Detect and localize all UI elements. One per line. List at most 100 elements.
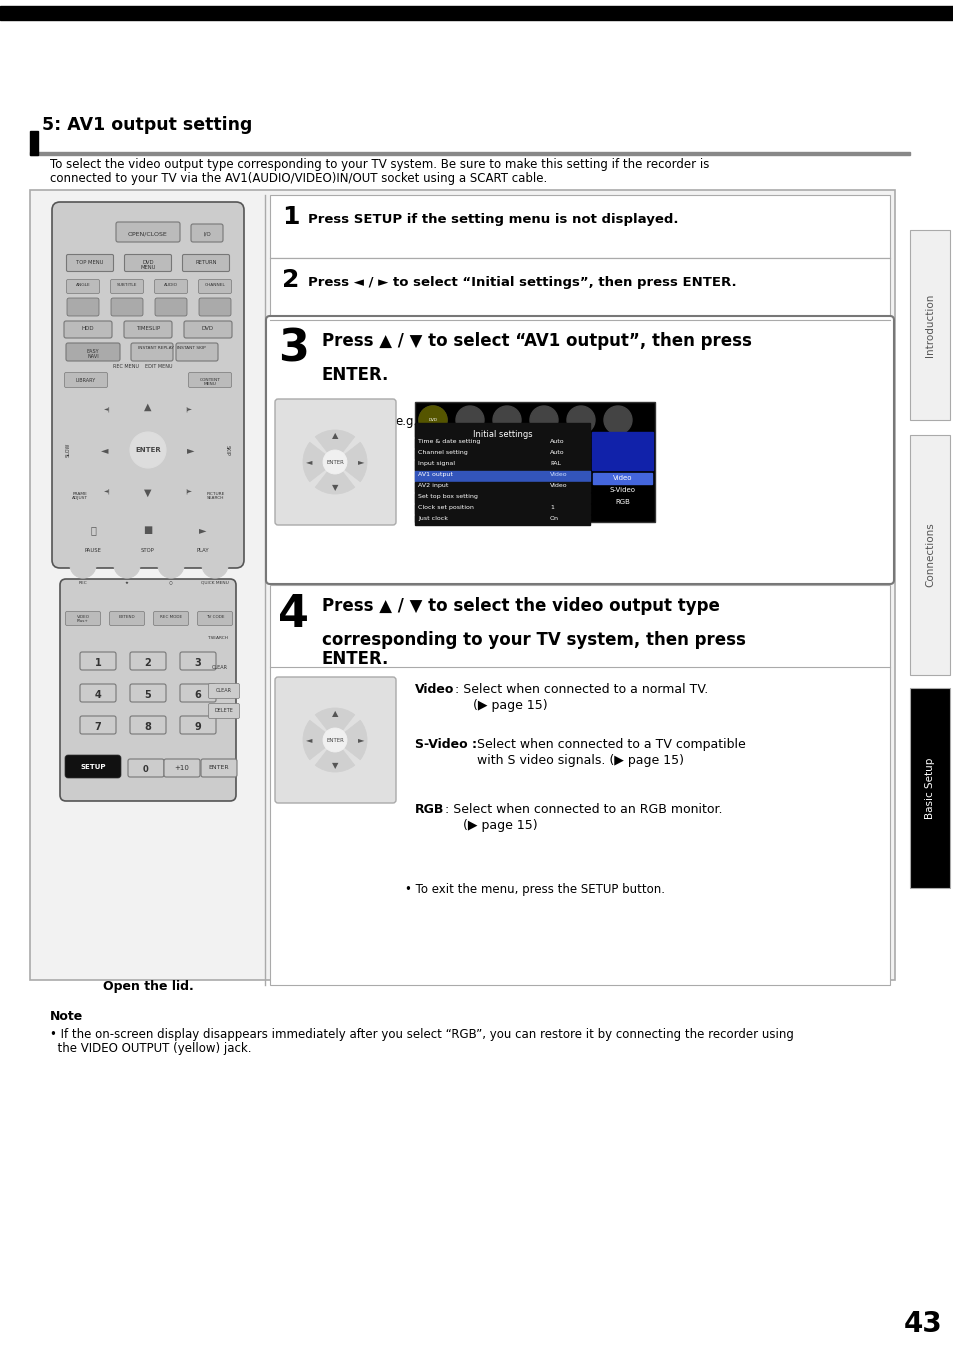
Text: ►: ► bbox=[199, 525, 207, 535]
Text: corresponding to your TV system, then press: corresponding to your TV system, then pr… bbox=[322, 630, 745, 649]
Text: 4: 4 bbox=[277, 593, 309, 636]
Text: ENTER.: ENTER. bbox=[322, 649, 389, 668]
Text: REC MENU    EDIT MENU: REC MENU EDIT MENU bbox=[113, 364, 172, 369]
Text: DVD: DVD bbox=[428, 418, 437, 423]
Bar bbox=[909, 230, 949, 420]
FancyBboxPatch shape bbox=[131, 343, 172, 360]
FancyBboxPatch shape bbox=[65, 755, 121, 778]
Text: 3: 3 bbox=[194, 657, 201, 668]
FancyBboxPatch shape bbox=[80, 716, 116, 734]
Text: ⏸: ⏸ bbox=[90, 525, 96, 535]
Text: Video: Video bbox=[550, 472, 567, 477]
Text: RETURN: RETURN bbox=[195, 261, 216, 265]
Text: Video: Video bbox=[613, 475, 632, 481]
Text: QUICK MENU: QUICK MENU bbox=[201, 580, 229, 585]
Text: ENTER: ENTER bbox=[209, 765, 229, 769]
Bar bbox=[415, 423, 589, 437]
Text: ►: ► bbox=[357, 736, 364, 744]
FancyBboxPatch shape bbox=[67, 255, 113, 271]
Circle shape bbox=[132, 514, 164, 545]
Text: connected to your TV via the AV1(AUDIO/VIDEO)IN/OUT socket using a SCART cable.: connected to your TV via the AV1(AUDIO/V… bbox=[50, 171, 547, 185]
FancyBboxPatch shape bbox=[67, 279, 99, 293]
FancyBboxPatch shape bbox=[164, 759, 200, 778]
Wedge shape bbox=[162, 417, 200, 483]
Bar bbox=[415, 504, 589, 514]
Text: TIMESLIP: TIMESLIP bbox=[135, 325, 160, 331]
FancyBboxPatch shape bbox=[130, 716, 166, 734]
Text: SUBTITLE: SUBTITLE bbox=[116, 284, 137, 288]
Text: ▲: ▲ bbox=[332, 432, 338, 440]
FancyBboxPatch shape bbox=[182, 255, 230, 271]
FancyBboxPatch shape bbox=[80, 652, 116, 670]
Text: 2: 2 bbox=[282, 269, 299, 292]
Text: Open the lid.: Open the lid. bbox=[103, 980, 193, 994]
Text: ▲: ▲ bbox=[332, 710, 338, 718]
Bar bbox=[415, 460, 589, 470]
Circle shape bbox=[530, 406, 558, 433]
Bar bbox=[30, 131, 38, 155]
Text: CLEAR: CLEAR bbox=[215, 688, 232, 693]
Text: 2: 2 bbox=[145, 657, 152, 668]
Text: Press ▲ / ▼ to select the video output type: Press ▲ / ▼ to select the video output t… bbox=[322, 597, 720, 616]
Circle shape bbox=[418, 406, 447, 433]
Bar bbox=[415, 450, 589, 459]
Text: |►: |► bbox=[186, 489, 193, 494]
FancyBboxPatch shape bbox=[66, 343, 120, 360]
Text: EASY
NAVI: EASY NAVI bbox=[87, 350, 99, 359]
Wedge shape bbox=[315, 749, 355, 772]
FancyBboxPatch shape bbox=[154, 298, 187, 316]
FancyBboxPatch shape bbox=[201, 759, 236, 778]
Bar bbox=[415, 437, 589, 448]
Text: LIBRARY: LIBRARY bbox=[76, 378, 96, 383]
Text: HDD: HDD bbox=[82, 325, 94, 331]
Text: Press ◄ / ► to select “Initial settings”, then press ENTER.: Press ◄ / ► to select “Initial settings”… bbox=[308, 275, 736, 289]
Text: Auto: Auto bbox=[550, 439, 564, 444]
FancyBboxPatch shape bbox=[60, 579, 235, 801]
Text: ◄: ◄ bbox=[305, 736, 312, 744]
Text: AUDIO: AUDIO bbox=[164, 284, 178, 288]
Text: ▲: ▲ bbox=[144, 402, 152, 412]
Text: 6: 6 bbox=[194, 690, 201, 701]
Circle shape bbox=[418, 406, 447, 433]
Text: DVD: DVD bbox=[202, 325, 213, 331]
Wedge shape bbox=[315, 471, 355, 494]
Text: DELETE: DELETE bbox=[214, 707, 233, 713]
Circle shape bbox=[158, 552, 184, 578]
Bar bbox=[270, 585, 889, 986]
FancyBboxPatch shape bbox=[209, 703, 239, 718]
FancyBboxPatch shape bbox=[198, 279, 232, 293]
Text: 4: 4 bbox=[94, 690, 101, 701]
Text: SETUP: SETUP bbox=[80, 764, 106, 769]
Text: 5: AV1 output setting: 5: AV1 output setting bbox=[42, 116, 253, 134]
Text: 1: 1 bbox=[282, 205, 299, 230]
Text: PICTURE
SEARCH: PICTURE SEARCH bbox=[207, 491, 225, 500]
Text: Set top box setting: Set top box setting bbox=[417, 494, 477, 499]
Text: ◄|: ◄| bbox=[104, 489, 111, 494]
Bar bbox=[909, 435, 949, 675]
FancyBboxPatch shape bbox=[116, 221, 180, 242]
Text: 43: 43 bbox=[903, 1310, 942, 1338]
Text: 7: 7 bbox=[94, 722, 101, 732]
Circle shape bbox=[77, 514, 109, 545]
Text: ★: ★ bbox=[125, 580, 129, 585]
Text: DVD
MENU: DVD MENU bbox=[140, 261, 155, 270]
Text: • To exit the menu, press the SETUP button.: • To exit the menu, press the SETUP butt… bbox=[405, 883, 664, 896]
Text: Note: Note bbox=[50, 1010, 83, 1023]
Text: EXTEND: EXTEND bbox=[118, 616, 135, 620]
Text: the VIDEO OUTPUT (yellow) jack.: the VIDEO OUTPUT (yellow) jack. bbox=[50, 1042, 252, 1054]
FancyBboxPatch shape bbox=[130, 652, 166, 670]
Text: ENTER: ENTER bbox=[135, 447, 161, 454]
FancyBboxPatch shape bbox=[274, 400, 395, 525]
Text: 3: 3 bbox=[277, 328, 309, 371]
Text: ◄|: ◄| bbox=[104, 406, 111, 412]
Wedge shape bbox=[303, 721, 325, 760]
Text: ►: ► bbox=[357, 458, 364, 467]
Bar bbox=[270, 258, 889, 320]
Bar bbox=[592, 432, 652, 470]
Circle shape bbox=[603, 406, 631, 433]
Text: ▼: ▼ bbox=[144, 487, 152, 498]
Text: RGB: RGB bbox=[415, 803, 444, 815]
FancyBboxPatch shape bbox=[153, 612, 189, 625]
FancyBboxPatch shape bbox=[67, 298, 99, 316]
Text: PLAY: PLAY bbox=[196, 548, 209, 554]
